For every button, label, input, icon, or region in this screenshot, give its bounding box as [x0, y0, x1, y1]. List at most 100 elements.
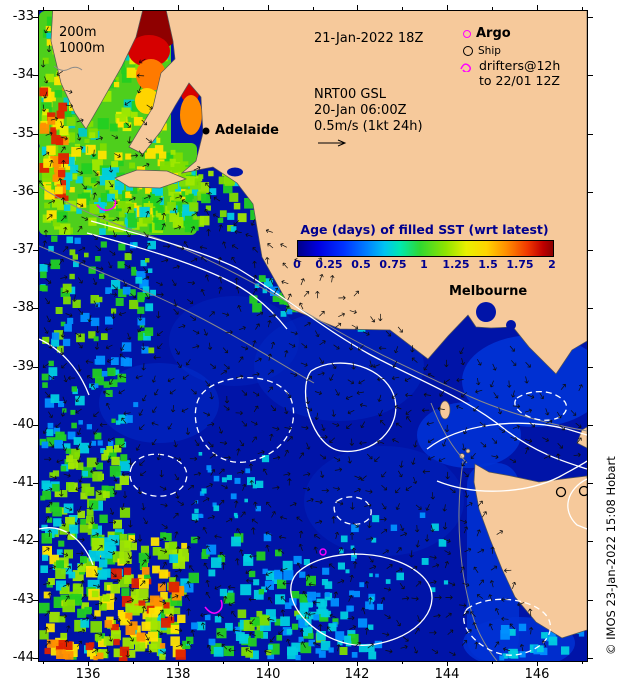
axis-tick — [312, 661, 314, 664]
lon-tick-label: 136 — [75, 667, 101, 682]
map-canvas: 200m 1000m 21-Jan-2022 18Z Argo Ship dri… — [38, 10, 588, 662]
axis-tick — [492, 661, 494, 664]
tasmania — [473, 463, 587, 639]
lat-tick-label: -38 — [12, 300, 34, 315]
axis-tick — [33, 366, 38, 368]
axis-tick — [33, 191, 38, 193]
axis-tick — [581, 661, 583, 664]
axis-tick — [43, 7, 45, 10]
lat-tick-label: -34 — [12, 67, 34, 82]
axis-tick — [33, 250, 38, 252]
eyre-peninsula — [50, 11, 143, 130]
axis-tick — [588, 75, 593, 77]
ship-icon — [463, 46, 473, 56]
axis-tick — [537, 5, 538, 10]
colorbar-tick: 1.75 — [506, 258, 534, 271]
adelaide-city-dot — [202, 127, 210, 135]
lat-tick-label: -36 — [12, 184, 34, 199]
lat-tick-label: -44 — [12, 650, 34, 665]
bays-layer — [227, 167, 516, 330]
depth-200m-label: 200m — [59, 25, 97, 40]
axis-tick — [88, 661, 89, 666]
colorbar-gradient — [297, 240, 554, 257]
drifters-label-line2: to 22/01 12Z — [479, 73, 560, 88]
kangaroo-island — [114, 169, 187, 189]
argo-label: Argo — [476, 26, 511, 41]
axis-tick — [581, 7, 583, 10]
lat-tick-label: -41 — [12, 475, 34, 490]
colorbar-tick: 2 — [548, 258, 556, 271]
hunter-island — [459, 453, 465, 459]
colorbar-tick: 1.5 — [478, 258, 498, 271]
land-layer — [50, 11, 587, 639]
map-graphics — [39, 11, 587, 661]
axis-tick — [33, 599, 38, 601]
mainland-australia — [128, 11, 587, 375]
gsl-product-label: NRT00 GSL — [314, 87, 386, 102]
gsl-scale-label: 0.5m/s (1kt 24h) — [314, 118, 423, 134]
axis-tick — [588, 657, 593, 659]
axis-tick — [33, 424, 38, 426]
axis-tick — [222, 661, 224, 664]
axis-tick — [33, 75, 38, 77]
lon-tick-label: 142 — [344, 667, 370, 682]
axis-tick — [588, 133, 593, 135]
lat-tick-label: -40 — [12, 417, 34, 432]
axis-tick — [267, 661, 269, 666]
ship-marker — [578, 485, 587, 497]
drifters-label-line1: drifters@12h — [479, 58, 561, 73]
imos-credit: © IMOS 23-Jan-2022 15:08 Hobart — [604, 456, 618, 655]
lat-tick-label: -33 — [12, 9, 34, 24]
port-phillip-bay — [476, 302, 496, 322]
legend-row-argo: Argo — [463, 26, 511, 41]
lon-tick-label: 138 — [165, 667, 191, 682]
axis-tick — [588, 366, 593, 368]
axis-tick — [588, 424, 593, 426]
colorbar-tick: 0 — [293, 258, 301, 271]
axis-tick — [132, 661, 134, 664]
axis-tick — [312, 7, 314, 10]
colorbar-tick: 0.5 — [351, 258, 371, 271]
axis-tick — [222, 7, 224, 10]
axis-tick — [588, 308, 593, 310]
axis-tick — [402, 7, 404, 10]
axis-tick — [588, 599, 593, 601]
map-datetime-label: 21-Jan-2022 18Z — [314, 31, 424, 46]
axis-tick — [588, 483, 593, 485]
axis-tick — [33, 308, 38, 310]
gsl-scale-arrow-icon — [318, 139, 347, 147]
lat-tick-label: -39 — [12, 359, 34, 374]
drifter-track-icon — [460, 63, 472, 72]
lon-tick-label: 146 — [524, 667, 550, 682]
depth-legend-sample-contour — [53, 65, 83, 71]
lon-tick-label: 144 — [434, 667, 460, 682]
western-port-bay — [506, 320, 516, 330]
city-label-melbourne: Melbourne — [449, 284, 528, 299]
lat-tick-label: -37 — [12, 242, 34, 257]
axis-tick — [402, 661, 404, 664]
ship-marker — [555, 486, 567, 498]
axis-tick — [588, 250, 593, 252]
axis-tick — [447, 661, 449, 666]
axis-tick — [33, 483, 38, 485]
colorbar-tick: 1.25 — [442, 258, 470, 271]
ship-label: Ship — [478, 45, 501, 57]
axis-tick — [588, 541, 593, 543]
axis-tick — [33, 17, 38, 18]
city-label-adelaide: Adelaide — [215, 123, 279, 138]
axis-tick — [33, 541, 38, 543]
axis-tick — [88, 5, 89, 10]
axis-tick — [43, 661, 45, 664]
colorbar-tick: 0.75 — [379, 258, 407, 271]
lake-alexandrina — [227, 167, 243, 177]
king-island — [439, 400, 451, 420]
gsl-legend: NRT00 GSL 20-Jan 06:00Z 0.5m/s (1kt 24h) — [314, 87, 423, 135]
axis-tick — [357, 661, 359, 666]
axis-tick — [447, 5, 449, 10]
axis-tick — [267, 5, 269, 10]
legend-row-drifters: drifters@12h — [459, 58, 560, 73]
axis-tick — [492, 7, 494, 10]
lat-tick-label: -35 — [12, 126, 34, 141]
depth-1000m-label: 1000m — [59, 40, 105, 56]
